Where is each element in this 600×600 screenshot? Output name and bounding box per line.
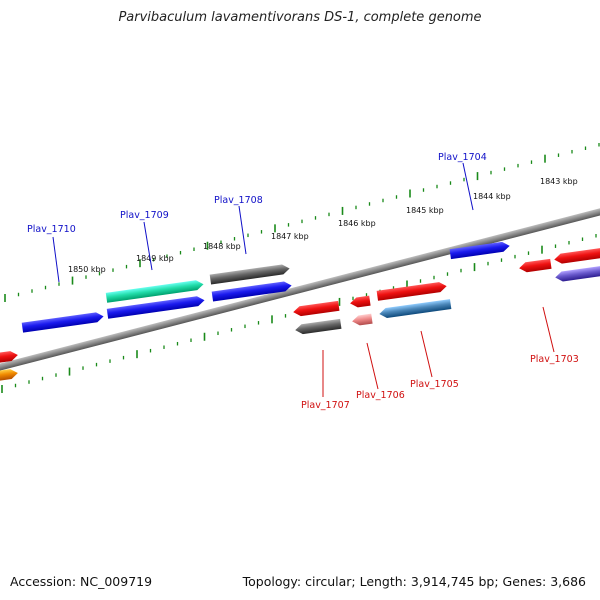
tick-label: 1848 kbp [203, 242, 241, 251]
accession-text: Accession: NC_009719 [10, 574, 153, 589]
gene-features [0, 241, 600, 382]
gene-arrow-plav-1708-neighbor[interactable] [211, 281, 293, 302]
gene-arrow-plav-1708[interactable] [209, 264, 291, 285]
gene-arrow-left-edge-orange[interactable] [0, 368, 19, 382]
gene-arrow-plav-1707[interactable] [295, 318, 342, 335]
genome-summary-text: Topology: circular; Length: 3,914,745 bp… [242, 574, 586, 589]
tick-label: 1850 kbp [68, 265, 106, 274]
map-title: Parvibaculum lavamentivorans DS-1, compl… [118, 10, 482, 25]
gene-arrow[interactable] [21, 311, 105, 333]
callout-line [143, 221, 153, 271]
gene-labels: Plav_1710 Plav_1709 Plav_1708 Plav_1704 … [27, 152, 579, 411]
gene-arrow-left-edge-red[interactable] [0, 350, 19, 364]
gene-label-plav-1704: Plav_1704 [438, 152, 487, 163]
gene-arrow-plav-1709[interactable] [105, 279, 204, 303]
callout-lines [52, 162, 555, 397]
gene-label-plav-1710: Plav_1710 [27, 224, 76, 235]
gene-label-plav-1703: Plav_1703 [530, 354, 579, 365]
gene-arrow-red-long[interactable] [376, 281, 448, 301]
gene-arrow-plav-1704[interactable] [449, 241, 511, 260]
gene-arrow-plav-1707-a[interactable] [293, 300, 340, 317]
tick-label: 1846 kbp [338, 219, 376, 228]
gene-arrow-red-small[interactable] [349, 295, 371, 309]
callout-line [366, 342, 379, 390]
gene-arrow-red-edge[interactable] [554, 247, 600, 264]
tick-label: 1844 kbp [473, 192, 511, 201]
callout-line [52, 236, 60, 283]
gene-label-plav-1708: Plav_1708 [214, 195, 263, 206]
callout-line [462, 162, 474, 211]
gene-arrow-purple-edge[interactable] [555, 265, 600, 283]
gene-arrow-plav-1710[interactable] [106, 295, 205, 319]
tick-labels: 1843 kbp 1844 kbp 1845 kbp 1846 kbp 1847… [68, 177, 578, 274]
tick-label: 1843 kbp [540, 177, 578, 186]
gene-label-plav-1707: Plav_1707 [301, 400, 350, 411]
tick-label: 1849 kbp [136, 254, 174, 263]
gene-arrow-plav-1705[interactable] [379, 299, 452, 319]
callout-line [542, 306, 555, 353]
callout-line [238, 205, 247, 255]
tick-label: 1847 kbp [271, 232, 309, 241]
callout-line [420, 330, 433, 378]
gene-label-plav-1706: Plav_1706 [356, 390, 405, 401]
gene-label-plav-1709: Plav_1709 [120, 210, 169, 221]
tick-label: 1845 kbp [406, 206, 444, 215]
gene-arrow-plav-1706[interactable] [351, 313, 373, 327]
gene-arrow-plav-1703[interactable] [518, 258, 552, 273]
genome-backbone [0, 195, 600, 384]
scale-line-forward [4, 142, 600, 302]
gene-label-plav-1705: Plav_1705 [410, 379, 459, 390]
